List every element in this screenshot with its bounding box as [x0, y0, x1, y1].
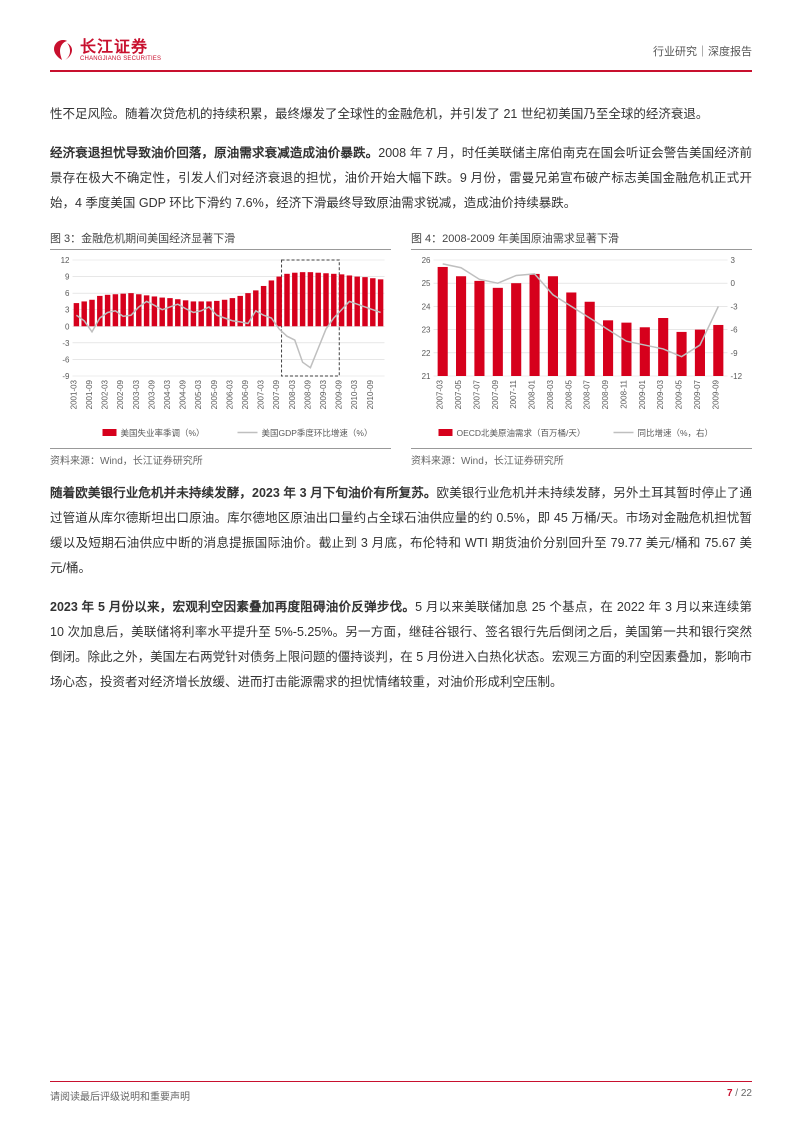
svg-text:2001-09: 2001-09 — [85, 379, 94, 409]
svg-text:2008-03: 2008-03 — [546, 379, 555, 409]
svg-text:0: 0 — [731, 279, 736, 288]
footer-disclaimer: 请阅读最后评级说明和重要声明 — [50, 1088, 190, 1103]
svg-text:2009-07: 2009-07 — [693, 379, 702, 409]
paragraph-3-lead: 随着欧美银行业危机并未持续发酵，2023 年 3 月下旬油价有所复苏。 — [50, 486, 436, 500]
svg-text:12: 12 — [61, 256, 70, 265]
chart-3-source: 资料来源：Wind，长江证券研究所 — [50, 448, 391, 467]
svg-text:2010-09: 2010-09 — [366, 379, 375, 409]
svg-text:-6: -6 — [731, 326, 739, 335]
svg-text:2009-09: 2009-09 — [335, 379, 344, 409]
svg-text:2008-09: 2008-09 — [303, 379, 312, 409]
svg-text:2009-03: 2009-03 — [656, 379, 665, 409]
svg-text:美国GDP季度环比增速（%）: 美国GDP季度环比增速（%） — [262, 428, 373, 438]
paragraph-3: 随着欧美银行业危机并未持续发酵，2023 年 3 月下旬油价有所复苏。欧美银行业… — [50, 481, 752, 581]
page-number: 7 / 22 — [727, 1088, 752, 1103]
svg-text:2010-03: 2010-03 — [350, 379, 359, 409]
chart-3-canvas: -9 -6 -3 0 3 6 9 12 2001-03 2001-09 2002-03 2002-09… — [50, 254, 391, 444]
svg-text:2008-07: 2008-07 — [583, 379, 592, 409]
svg-text:-9: -9 — [731, 349, 739, 358]
svg-text:2004-03: 2004-03 — [163, 379, 172, 409]
svg-text:9: 9 — [65, 273, 70, 282]
chart-3-block: 图 3：金融危机期间美国经济显著下滑 -9 -6 -3 0 3 6 9 12 2001-03 20… — [50, 230, 391, 467]
svg-text:2008-09: 2008-09 — [601, 379, 610, 409]
svg-text:24: 24 — [422, 302, 431, 311]
page-footer: 请阅读最后评级说明和重要声明 7 / 22 — [50, 1081, 752, 1103]
svg-text:-3: -3 — [731, 302, 739, 311]
paragraph-2: 经济衰退担忧导致油价回落，原油需求衰减造成油价暴跌。2008 年 7 月，时任美… — [50, 141, 752, 216]
svg-text:2007-07: 2007-07 — [472, 379, 481, 409]
logo: 长江证券 CHANGJIANG SECURITIES — [50, 38, 161, 64]
svg-text:0: 0 — [65, 322, 70, 331]
svg-text:2006-09: 2006-09 — [241, 379, 250, 409]
svg-text:2009-01: 2009-01 — [638, 379, 647, 409]
brand-icon — [50, 38, 76, 64]
logo-text-en: CHANGJIANG SECURITIES — [80, 56, 161, 62]
page-current: 7 — [727, 1088, 733, 1099]
svg-text:2007-11: 2007-11 — [509, 379, 518, 408]
svg-text:2001-03: 2001-03 — [69, 379, 78, 409]
svg-text:2006-03: 2006-03 — [225, 379, 234, 409]
svg-text:-3: -3 — [62, 339, 70, 348]
svg-text:2009-03: 2009-03 — [319, 379, 328, 409]
svg-text:2007-03: 2007-03 — [257, 379, 266, 409]
chart-3-title: 图 3：金融危机期间美国经济显著下滑 — [50, 230, 391, 250]
svg-text:3: 3 — [65, 306, 70, 315]
chart-4-canvas: 21 22 23 24 25 26 -12 -9 -6 -3 0 3 2007-03 2007-05 200… — [411, 254, 752, 444]
svg-text:2007-09: 2007-09 — [272, 379, 281, 409]
paragraph-1: 性不足风险。随着次贷危机的持续积累，最终爆发了全球性的金融危机，并引发了 21 … — [50, 102, 752, 127]
chart-4-title: 图 4：2008-2009 年美国原油需求显著下滑 — [411, 230, 752, 250]
svg-text:2002-03: 2002-03 — [101, 379, 110, 409]
paragraph-4: 2023 年 5 月份以来，宏观利空因素叠加再度阻碍油价反弹步伐。5 月以来美联… — [50, 595, 752, 695]
svg-text:2002-09: 2002-09 — [116, 379, 125, 409]
svg-text:2007-05: 2007-05 — [454, 379, 463, 409]
page-total: 22 — [741, 1088, 752, 1099]
svg-text:22: 22 — [422, 349, 431, 358]
svg-text:2009-09: 2009-09 — [711, 379, 720, 409]
svg-text:2005-03: 2005-03 — [194, 379, 203, 409]
paragraph-4-lead: 2023 年 5 月份以来，宏观利空因素叠加再度阻碍油价反弹步伐。 — [50, 600, 415, 614]
svg-text:3: 3 — [731, 256, 736, 265]
paragraph-2-lead: 经济衰退担忧导致油价回落，原油需求衰减造成油价暴跌。 — [50, 146, 378, 160]
svg-text:2007-03: 2007-03 — [436, 379, 445, 409]
svg-text:23: 23 — [422, 326, 431, 335]
svg-text:-12: -12 — [731, 372, 743, 381]
chart-4-source: 资料来源：Wind，长江证券研究所 — [411, 448, 752, 467]
charts-row: 图 3：金融危机期间美国经济显著下滑 -9 -6 -3 0 3 6 9 12 2001-03 20… — [50, 230, 752, 467]
svg-text:-6: -6 — [62, 355, 70, 364]
chart-4-block: 图 4：2008-2009 年美国原油需求显著下滑 21 22 23 24 25 26 -1… — [411, 230, 752, 467]
svg-text:2008-01: 2008-01 — [528, 379, 537, 409]
svg-text:6: 6 — [65, 289, 70, 298]
svg-text:2008-05: 2008-05 — [564, 379, 573, 409]
svg-text:2008-03: 2008-03 — [288, 379, 297, 409]
svg-text:2008-11: 2008-11 — [619, 379, 628, 408]
svg-text:美国失业率季调（%）: 美国失业率季调（%） — [121, 428, 205, 438]
svg-text:-9: -9 — [62, 372, 70, 381]
svg-text:26: 26 — [422, 256, 431, 265]
svg-text:2003-03: 2003-03 — [132, 379, 141, 409]
svg-text:2005-09: 2005-09 — [210, 379, 219, 409]
svg-text:OECD北美原油需求（百万桶/天）: OECD北美原油需求（百万桶/天） — [457, 428, 586, 438]
logo-text-cn: 长江证券 — [80, 40, 161, 56]
svg-text:2007-09: 2007-09 — [491, 379, 500, 409]
svg-text:21: 21 — [422, 372, 431, 381]
page-header: 长江证券 CHANGJIANG SECURITIES 行业研究｜深度报告 — [50, 38, 752, 72]
svg-text:2009-05: 2009-05 — [675, 379, 684, 409]
svg-text:2004-09: 2004-09 — [179, 379, 188, 409]
svg-text:2003-09: 2003-09 — [147, 379, 156, 409]
header-category: 行业研究｜深度报告 — [653, 43, 752, 59]
svg-text:同比增速（%，右）: 同比增速（%，右） — [638, 428, 714, 438]
svg-text:25: 25 — [422, 279, 431, 288]
